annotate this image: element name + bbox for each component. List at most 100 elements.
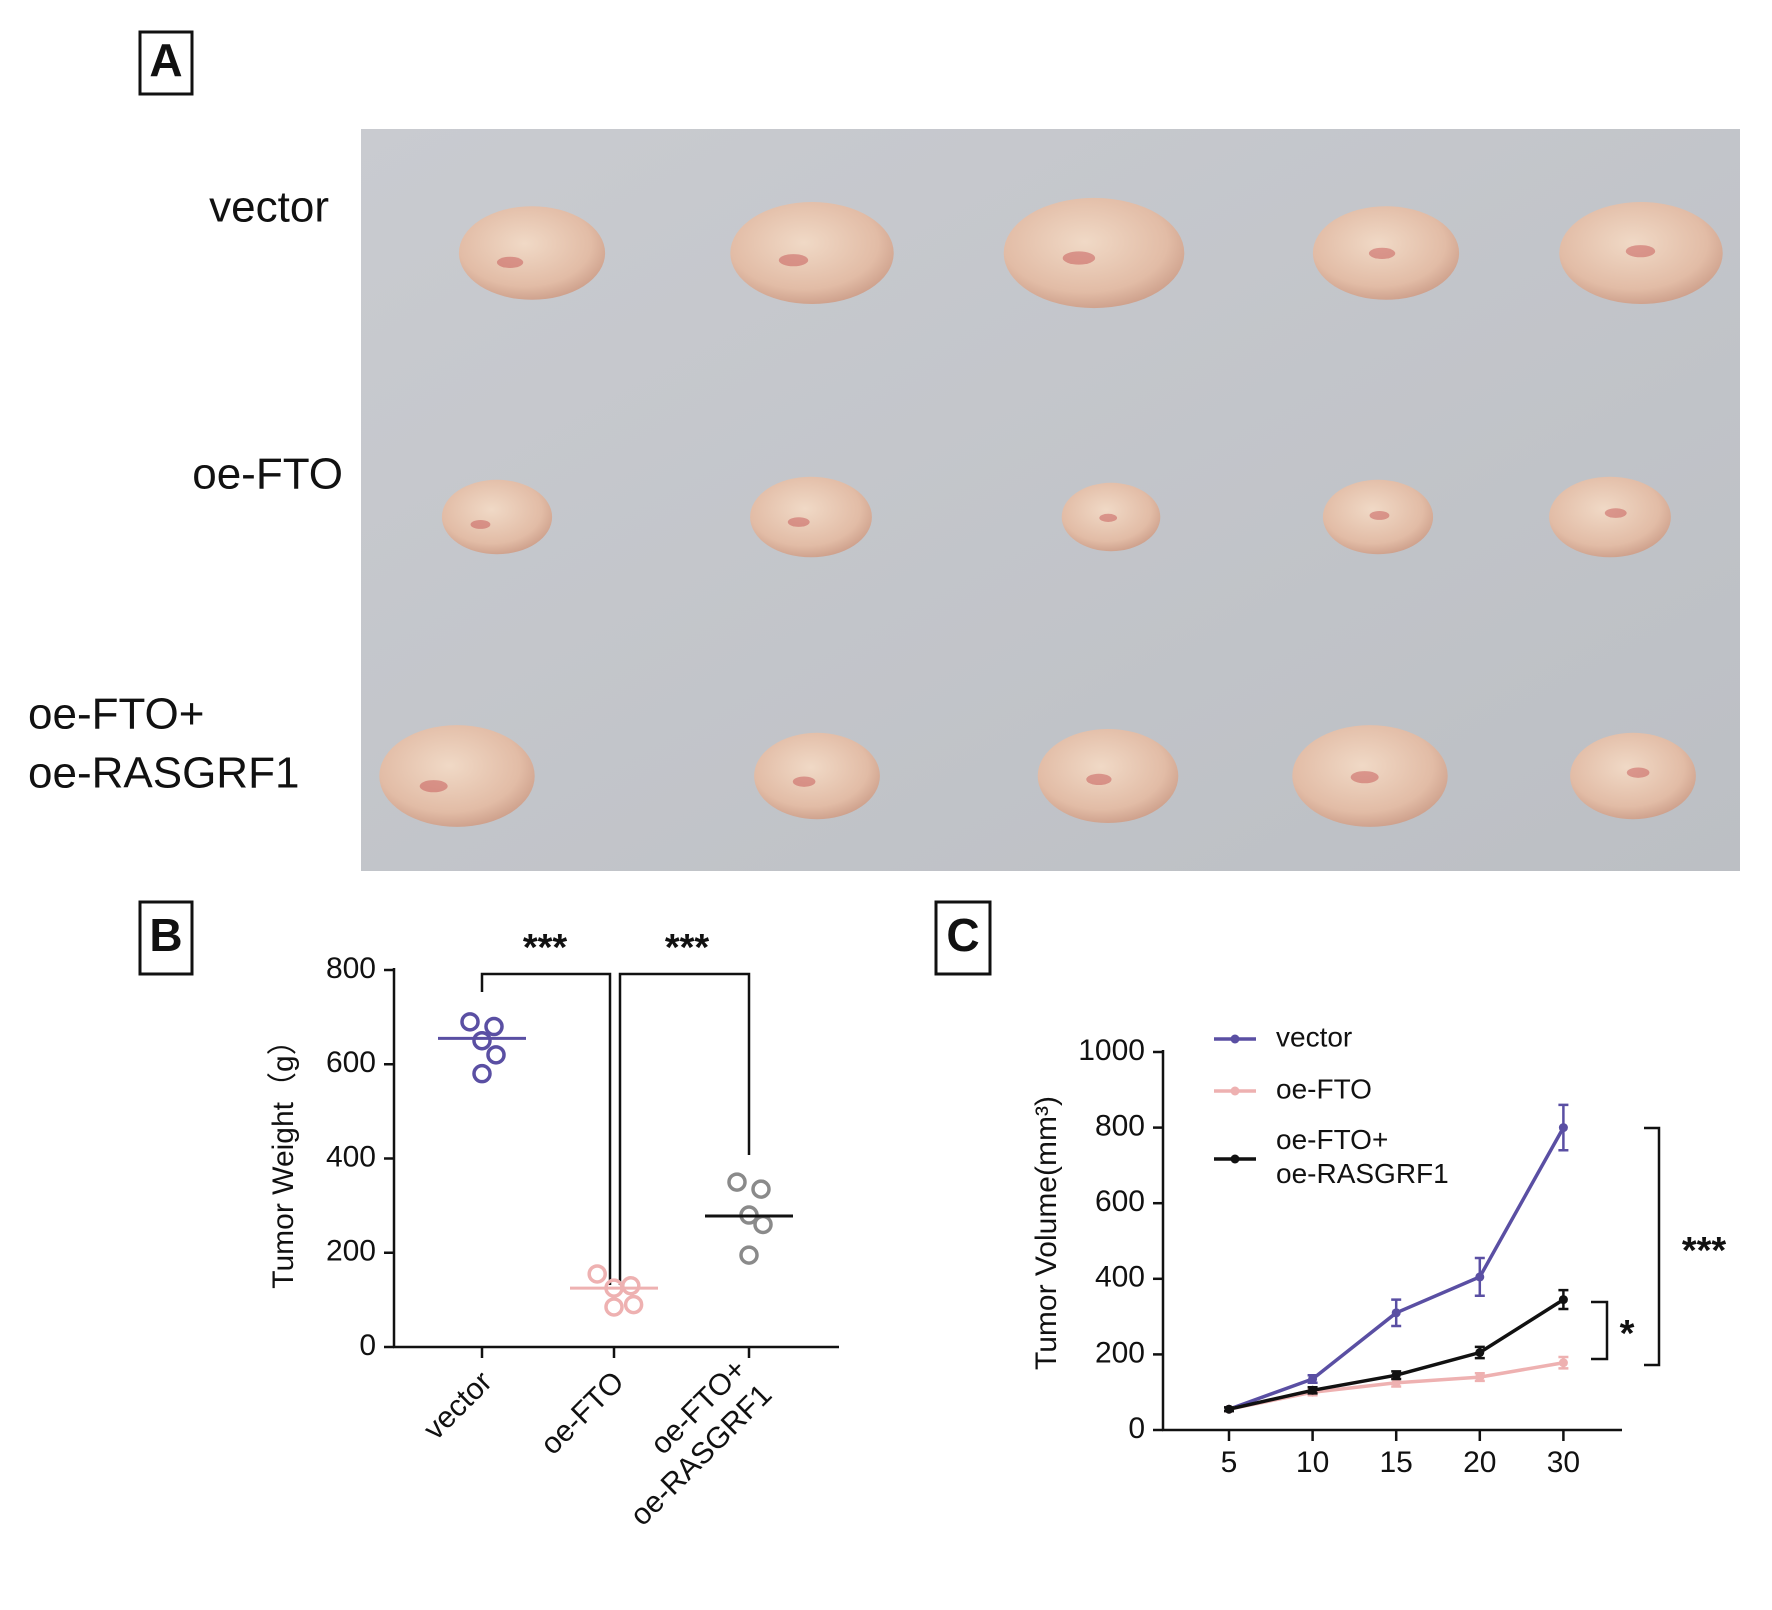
y-tick-label: 600 (326, 1046, 376, 1079)
row-label: oe-FTO (192, 450, 343, 499)
panel-box (138, 900, 194, 976)
x-tick-label: 30 (1547, 1446, 1580, 1479)
y-tick-label: 400 (326, 1140, 376, 1173)
tumor (458, 206, 606, 300)
tumor (1322, 479, 1434, 555)
tumor (730, 202, 894, 304)
data-point (460, 1012, 480, 1032)
y-tick-label: 200 (1095, 1336, 1145, 1369)
y-axis-label: Tumor Volume(mm³) (1030, 1096, 1063, 1370)
x-tick-label: 15 (1380, 1446, 1413, 1479)
tumor (1037, 728, 1179, 824)
y-tick-label: 400 (1095, 1261, 1145, 1294)
panel-box (138, 30, 194, 96)
tumor (750, 476, 872, 558)
row-label: oe-FTO+ oe-RASGRF1 (28, 689, 299, 797)
tumor (1559, 202, 1723, 304)
y-tick-label: 800 (1095, 1110, 1145, 1143)
tumor-spot (1062, 251, 1096, 265)
y-axis-label: Tumor Weight（g） (267, 1025, 300, 1288)
data-point (484, 1016, 504, 1037)
significance-label: *** (523, 927, 568, 969)
data-point (1391, 1378, 1401, 1388)
significance-bracket (1591, 1300, 1609, 1361)
y-tick-label: 0 (359, 1329, 376, 1362)
data-point (604, 1297, 624, 1317)
data-point (486, 1045, 506, 1065)
tumors (379, 197, 1723, 827)
data-point (1475, 1272, 1485, 1282)
x-tick-label: oe-FTO (535, 1365, 631, 1461)
tumor-spot (1626, 767, 1650, 778)
tumor (1292, 725, 1448, 827)
y-tick-label: 800 (326, 952, 376, 985)
tumor-spot (1625, 245, 1656, 258)
data-point (727, 1172, 747, 1192)
panel-letter: C (946, 909, 979, 961)
data-point (751, 1179, 771, 1199)
tumor (1549, 476, 1671, 558)
tumor-spot (1099, 513, 1118, 522)
tumor-spot (1604, 508, 1627, 518)
significance-label: * (1620, 1313, 1635, 1355)
x-tick-label: 5 (1221, 1446, 1238, 1479)
data-point (1558, 1123, 1568, 1133)
tumor-spot (778, 254, 809, 267)
legend-marker (1230, 1154, 1240, 1164)
y-tick-label: 600 (1095, 1185, 1145, 1218)
tumor (1312, 206, 1460, 300)
data-point (1475, 1348, 1485, 1358)
data-point (739, 1245, 759, 1265)
data-point (1308, 1374, 1318, 1384)
legend-marker (1230, 1086, 1240, 1096)
tumor-spot (1350, 771, 1379, 784)
data-point (1308, 1385, 1318, 1395)
tumor-spot (419, 780, 448, 793)
data-point (472, 1030, 492, 1051)
tumor-spot (496, 256, 524, 268)
legend-label: oe-FTO+ oe-RASGRF1 (1276, 1125, 1449, 1190)
x-tick-label: oe-FTO+oe-RASGRF1 (599, 1352, 779, 1532)
data-point (1391, 1308, 1401, 1318)
data-point (753, 1214, 773, 1235)
tumor (379, 725, 535, 827)
x-tick-label: 10 (1296, 1446, 1329, 1479)
significance-bracket (480, 972, 751, 1285)
data-point (623, 1294, 644, 1315)
tumor-spot (1086, 773, 1112, 786)
significance-label: *** (1682, 1230, 1727, 1272)
tumor (1570, 732, 1696, 820)
data-point (472, 1063, 492, 1084)
legend-label: vector (1276, 1021, 1352, 1052)
tumor-spot (792, 776, 816, 787)
tumor (1003, 197, 1185, 309)
panel-box (934, 900, 992, 976)
tumor (1061, 482, 1161, 552)
significance-label: *** (665, 927, 710, 969)
row-label: vector (209, 183, 329, 232)
data-point (587, 1264, 607, 1284)
tumor-spot (787, 517, 810, 527)
tumor (441, 479, 553, 555)
x-tick-label: vector (417, 1365, 498, 1446)
tumor-spot (1369, 510, 1390, 520)
legend-label: oe-FTO (1276, 1073, 1372, 1104)
y-tick-label: 1000 (1078, 1034, 1145, 1067)
data-point (1224, 1404, 1234, 1414)
data-point (1391, 1370, 1401, 1380)
panel-letter: B (149, 909, 182, 961)
tumor (754, 732, 880, 820)
data-point (1558, 1295, 1568, 1305)
tumor-spot (1368, 247, 1396, 259)
tumor-spot (470, 519, 491, 529)
legend-marker (1230, 1034, 1240, 1044)
y-tick-label: 200 (326, 1235, 376, 1268)
x-tick-label: 20 (1463, 1446, 1496, 1479)
significance-bracket (1644, 1126, 1661, 1367)
data-point (1558, 1358, 1568, 1368)
data-point (1475, 1372, 1485, 1382)
panel-letter: A (149, 34, 182, 86)
y-tick-label: 0 (1128, 1412, 1145, 1445)
data-point (621, 1275, 641, 1296)
